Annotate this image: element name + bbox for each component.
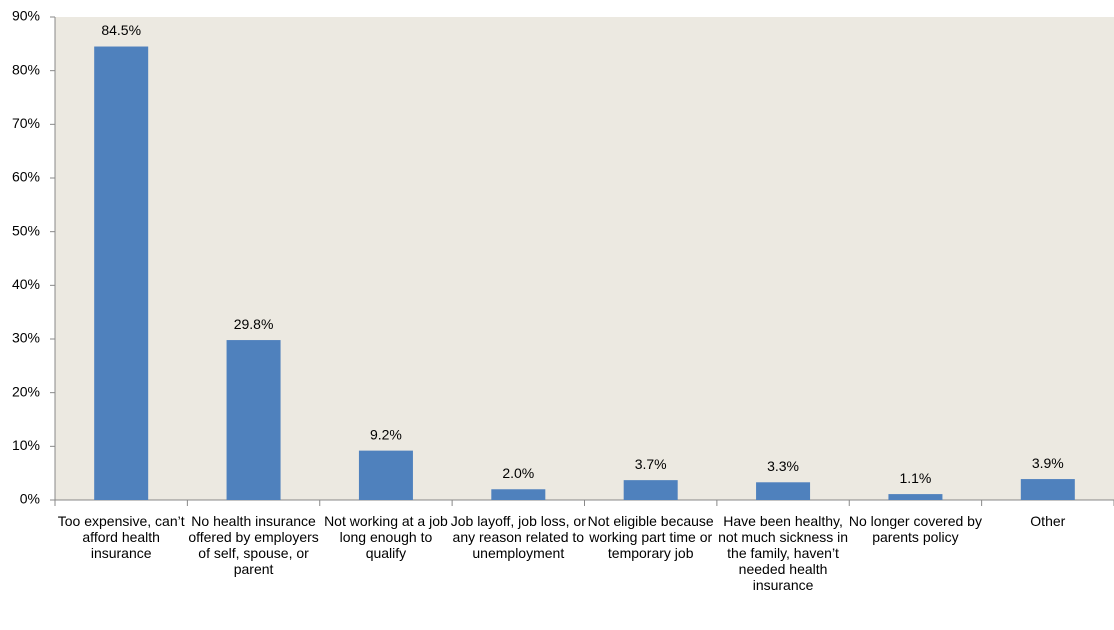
y-tick-label: 80% — [12, 61, 40, 77]
bar — [756, 482, 811, 500]
value-label: 3.9% — [1032, 455, 1064, 471]
y-tick-label: 90% — [12, 8, 40, 24]
value-label: 3.7% — [635, 456, 667, 472]
value-label: 1.1% — [899, 470, 931, 486]
bar — [1020, 479, 1075, 500]
x-tick-label: No health insurance offered by employers… — [188, 513, 319, 577]
value-label: 3.3% — [767, 458, 799, 474]
y-tick-label: 40% — [12, 276, 40, 292]
value-label: 29.8% — [234, 316, 274, 332]
bar — [358, 450, 413, 500]
value-label: 2.0% — [502, 465, 534, 481]
bar — [94, 46, 149, 501]
x-tick-label: Too expensive, can’t afford health insur… — [57, 513, 185, 561]
y-tick-label: 60% — [12, 169, 40, 185]
value-label: 9.2% — [370, 426, 402, 442]
y-tick-label: 10% — [12, 437, 40, 453]
x-tick-label: Other — [1030, 513, 1066, 529]
y-tick-label: 50% — [12, 222, 40, 238]
x-tick-label: Job layoff, job loss, or any reason rela… — [450, 513, 586, 561]
bar — [888, 494, 943, 500]
x-tick-label: Not working at a job long enough to qual… — [324, 513, 448, 561]
y-tick-label: 20% — [12, 383, 40, 399]
plot-area — [55, 17, 1114, 500]
y-tick-label: 30% — [12, 330, 40, 346]
y-tick-label: 0% — [20, 491, 40, 507]
bar — [491, 489, 546, 500]
bar — [623, 480, 678, 500]
value-label: 84.5% — [101, 22, 141, 38]
x-tick-label: No longer covered by parents policy — [848, 513, 982, 545]
bar — [226, 340, 281, 500]
x-tick-label: Have been healthy, not much sickness in … — [718, 513, 849, 593]
y-tick-label: 70% — [12, 115, 40, 131]
x-tick-label: Not eligible because working part time o… — [587, 513, 714, 561]
